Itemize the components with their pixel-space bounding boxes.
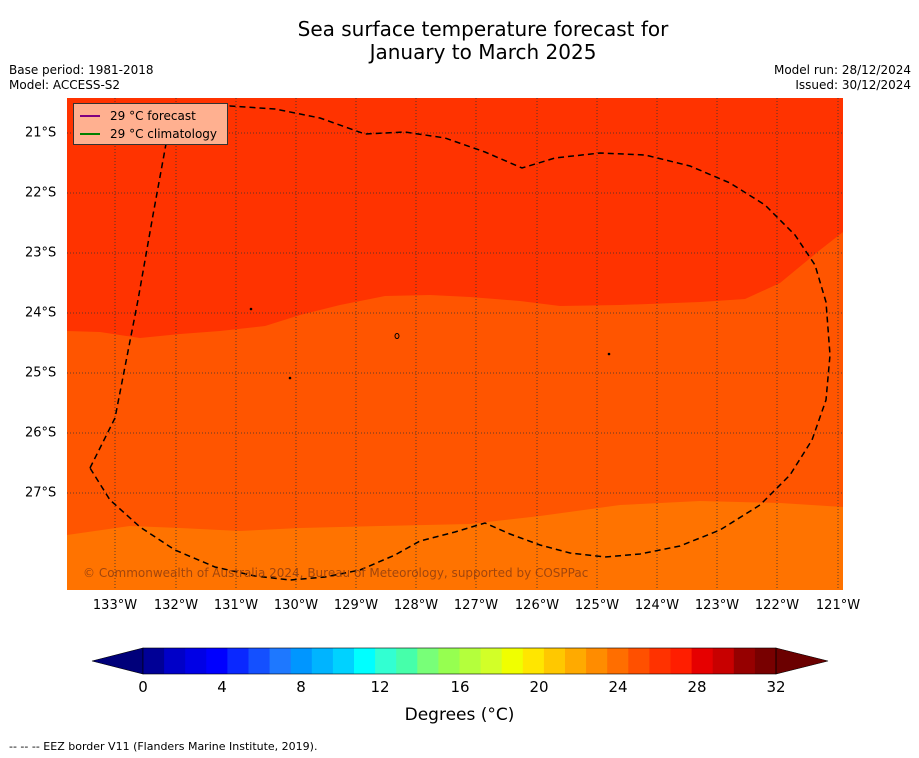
colorbar-segment bbox=[691, 648, 714, 674]
y-tick-label: 22°S bbox=[25, 185, 57, 201]
x-tick-label: 121°W bbox=[815, 598, 861, 613]
colorbar-segment bbox=[438, 648, 460, 674]
x-tick-label: 127°W bbox=[453, 598, 499, 613]
x-tick-label: 133°W bbox=[92, 598, 138, 613]
colorbar-segment bbox=[354, 648, 376, 674]
eez-footnote: -- -- -- EEZ border V11 (Flanders Marine… bbox=[9, 740, 318, 753]
meta-left: Base period: 1981-2018 Model: ACCESS-S2 bbox=[9, 63, 154, 93]
x-tick-label: 124°W bbox=[634, 598, 680, 613]
colorbar-segment bbox=[269, 648, 292, 674]
colorbar-segment bbox=[248, 648, 270, 674]
x-tick-label: 126°W bbox=[514, 598, 560, 613]
colorbar-segment bbox=[375, 648, 397, 674]
legend-climatology: 29 °C climatology bbox=[80, 127, 217, 141]
legend-forecast: 29 °C forecast bbox=[80, 109, 196, 123]
copyright-notice: © Commonwealth of Australia 2024, Bureau… bbox=[83, 566, 589, 580]
meta-right: Model run: 28/12/2024 Issued: 30/12/2024 bbox=[774, 63, 911, 93]
colorbar-tick-label: 0 bbox=[138, 678, 148, 696]
legend-climatology-swatch bbox=[80, 133, 100, 135]
chart-title: Sea surface temperature forecast for Jan… bbox=[0, 18, 919, 64]
y-tick-label: 21°S bbox=[25, 125, 57, 141]
colorbar-segment bbox=[543, 648, 566, 674]
legend-forecast-swatch bbox=[80, 115, 100, 117]
colorbar-segment bbox=[417, 648, 439, 674]
colorbar-segment bbox=[565, 648, 587, 674]
x-tick-label: 130°W bbox=[273, 598, 319, 613]
colorbar-segment bbox=[396, 648, 418, 674]
eez-border bbox=[89, 105, 831, 581]
colorbar-tick-label: 12 bbox=[370, 678, 390, 696]
colorbar-segment bbox=[649, 648, 671, 674]
colorbar-under-arrow bbox=[91, 647, 144, 675]
colorbar-tick-label: 32 bbox=[766, 678, 786, 696]
colorbar-segment bbox=[332, 648, 355, 674]
colorbar-segment bbox=[311, 648, 334, 674]
colorbar-segment bbox=[628, 648, 650, 674]
colorbar-segment bbox=[143, 648, 165, 674]
colorbar-segment bbox=[586, 648, 608, 674]
colorbar-segment bbox=[754, 648, 777, 674]
map-legend: 29 °C forecast 29 °C climatology bbox=[73, 103, 228, 145]
x-tick-label: 125°W bbox=[574, 598, 620, 613]
y-tick-label: 25°S bbox=[25, 365, 57, 381]
colorbar-tick-label: 8 bbox=[296, 678, 306, 696]
islands bbox=[249, 307, 611, 380]
x-tick-label: 123°W bbox=[694, 598, 740, 613]
model-run: Model run: 28/12/2024 bbox=[773, 63, 911, 77]
sst-zone-hot bbox=[67, 98, 843, 338]
title-line-1: Sea surface temperature forecast for bbox=[297, 17, 669, 41]
colorbar-tick-label: 20 bbox=[529, 678, 549, 696]
colorbar-segment bbox=[670, 648, 692, 674]
colorbar-segment bbox=[290, 648, 313, 674]
colorbar-segment bbox=[459, 648, 481, 674]
y-tick-label: 26°S bbox=[25, 425, 57, 441]
issued-date: Issued: 30/12/2024 bbox=[795, 78, 911, 92]
y-tick-label: 23°S bbox=[25, 245, 57, 261]
colorbar-segment bbox=[480, 648, 503, 674]
x-tick-label: 131°W bbox=[213, 598, 259, 613]
colorbar-segment bbox=[607, 648, 629, 674]
model-name: Model: ACCESS-S2 bbox=[9, 78, 121, 92]
colorbar-tick-label: 16 bbox=[450, 678, 470, 696]
colorbar-tick-label: 4 bbox=[217, 678, 227, 696]
x-tick-label: 128°W bbox=[393, 598, 439, 613]
colorbar-tick-label: 28 bbox=[687, 678, 707, 696]
colorbar-tick-label: 24 bbox=[608, 678, 628, 696]
colorbar bbox=[91, 647, 829, 675]
colorbar-segment bbox=[185, 648, 207, 674]
colorbar-segment bbox=[206, 648, 228, 674]
legend-climatology-label: 29 °C climatology bbox=[110, 127, 218, 141]
colorbar-over-arrow bbox=[775, 647, 829, 675]
x-tick-label: 129°W bbox=[333, 598, 379, 613]
colorbar-outline bbox=[142, 647, 777, 675]
colorbar-segment bbox=[522, 648, 545, 674]
colorbar-segment bbox=[712, 648, 735, 674]
colorbar-segment bbox=[501, 648, 524, 674]
colorbar-segment bbox=[227, 648, 249, 674]
title-line-2: January to March 2025 bbox=[369, 40, 597, 64]
legend-forecast-label: 29 °C forecast bbox=[110, 109, 196, 123]
y-tick-label: 27°S bbox=[25, 485, 57, 501]
base-period: Base period: 1981-2018 bbox=[9, 63, 154, 77]
gridlines bbox=[67, 98, 843, 590]
y-tick-label: 24°S bbox=[25, 305, 57, 321]
x-tick-label: 132°W bbox=[153, 598, 199, 613]
colorbar-label: Degrees (°C) bbox=[404, 705, 515, 725]
x-tick-label: 122°W bbox=[754, 598, 800, 613]
colorbar-segment bbox=[164, 648, 186, 674]
colorbar-segment bbox=[733, 648, 756, 674]
